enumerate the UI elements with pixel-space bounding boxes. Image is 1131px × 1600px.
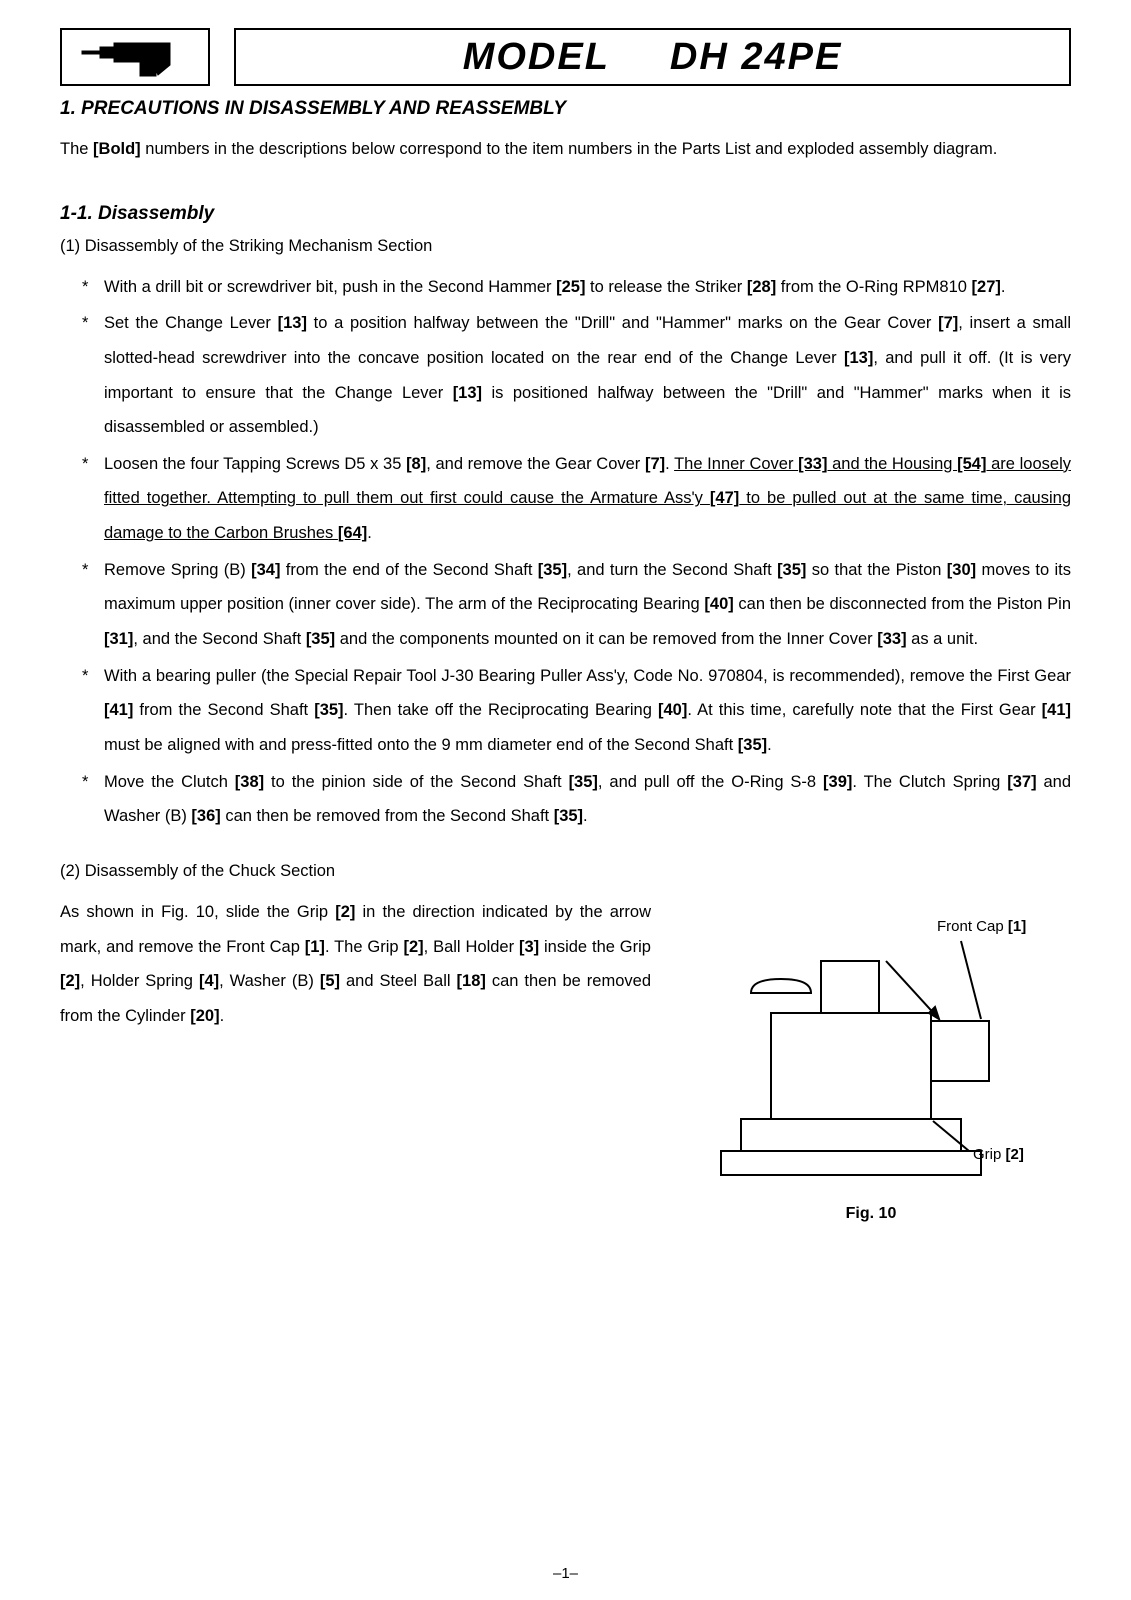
sub2-title: (2) Disassembly of the Chuck Section [60,862,1071,881]
drill-icon [80,37,190,77]
bullet-list-1: With a drill bit or screwdriver bit, pus… [60,270,1071,834]
list-item: Move the Clutch [38] to the pinion side … [82,765,1071,834]
figure-caption: Fig. 10 [846,1205,897,1223]
figure-label-front-cap: Front Cap [1] [937,918,1026,935]
section-2-row: As shown in Fig. 10, slide the Grip [2] … [60,895,1071,1223]
figure-label-grip: Grip [2] [973,1146,1024,1163]
drill-icon-box [60,28,210,86]
sub2-text: As shown in Fig. 10, slide the Grip [2] … [60,895,651,1034]
section-1-heading: 1. PRECAUTIONS IN DISASSEMBLY AND REASSE… [60,98,1071,120]
list-item: Set the Change Lever [13] to a position … [82,306,1071,445]
figure-10-svg: Front Cap [1] Grip [2] [681,901,1061,1201]
model-name: DH 24PE [670,36,842,79]
sub1-title: (1) Disassembly of the Striking Mechanis… [60,237,1071,256]
figure-column: Front Cap [1] Grip [2] Fig. 10 [671,895,1071,1223]
model-prefix: MODEL [463,36,610,79]
list-item: With a bearing puller (the Special Repai… [82,659,1071,763]
section-1-intro: The [Bold] numbers in the descriptions b… [60,132,1071,167]
list-item: Remove Spring (B) [34] from the end of t… [82,553,1071,657]
header-row: MODEL DH 24PE [60,28,1071,86]
section-1-1-heading: 1-1. Disassembly [60,203,1071,225]
page-number: –1– [0,1565,1131,1582]
list-item: Loosen the four Tapping Screws D5 x 35 [… [82,447,1071,551]
title-box: MODEL DH 24PE [234,28,1071,86]
list-item: With a drill bit or screwdriver bit, pus… [82,270,1071,305]
